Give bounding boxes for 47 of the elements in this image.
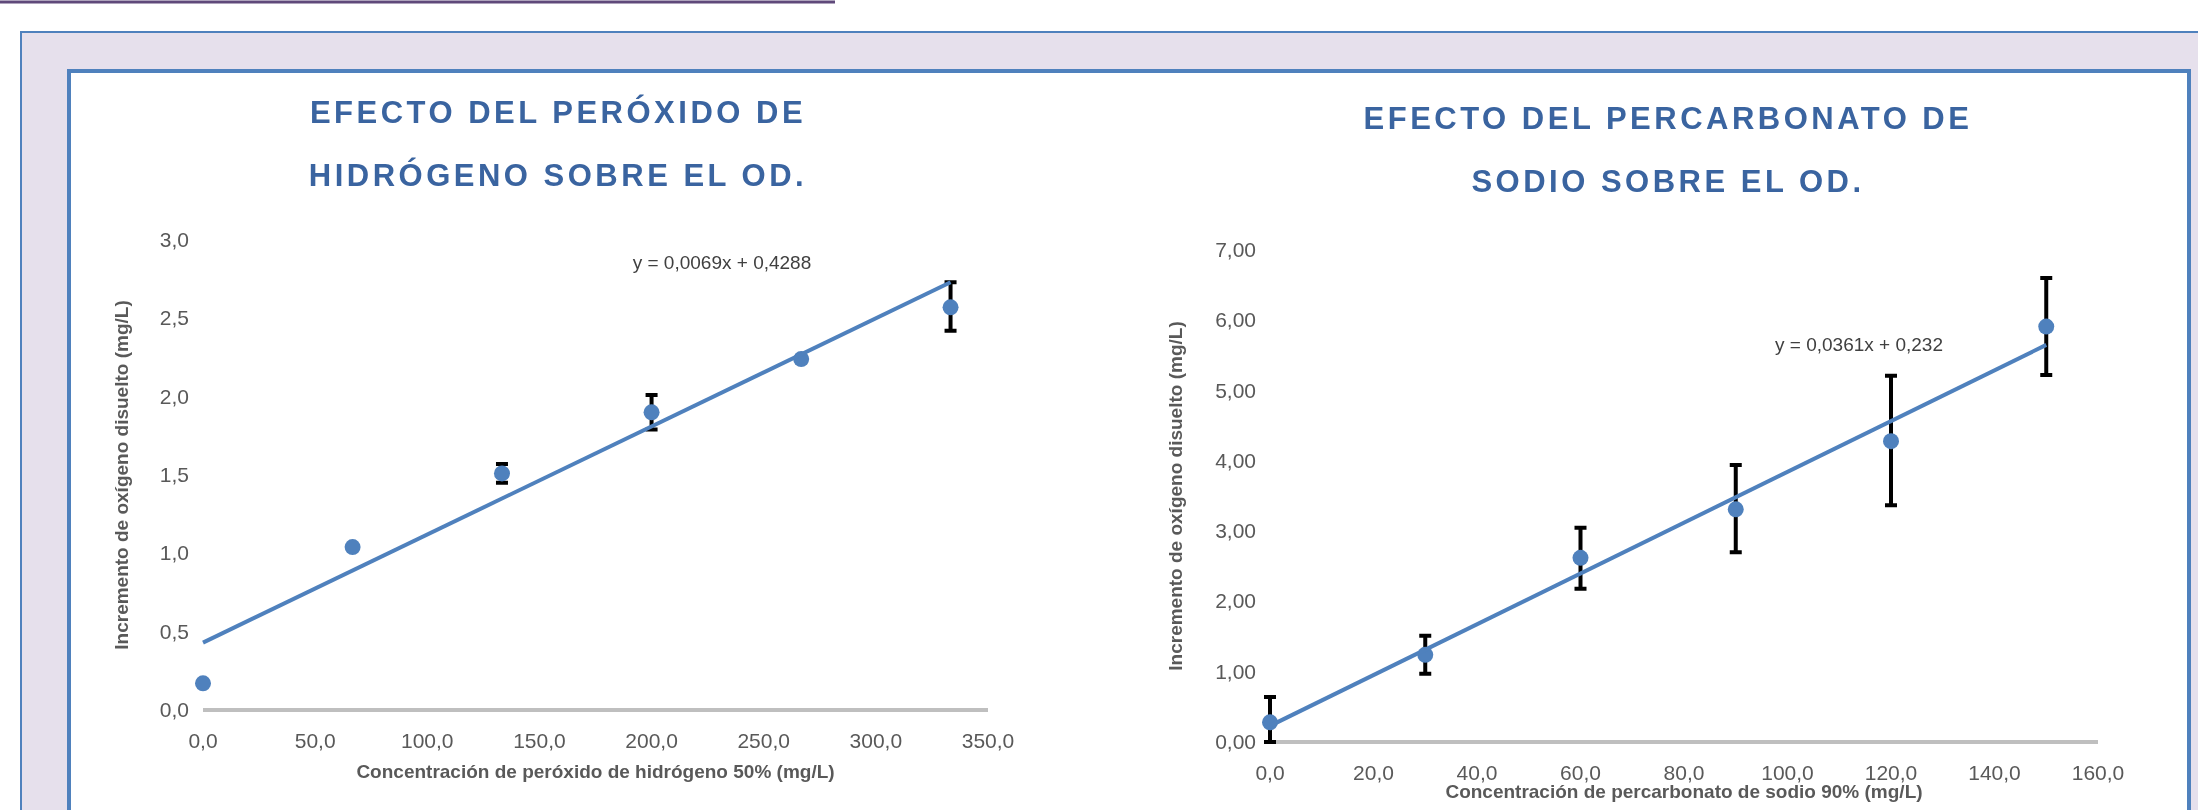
point <box>1883 433 1899 450</box>
y-tick-label: 1,5 <box>159 463 189 486</box>
y-tick-label: 5,00 <box>1215 378 1256 402</box>
y-axis-title: Incremento de oxígeno disuelto (mg/L) <box>111 300 132 650</box>
point <box>1572 549 1589 566</box>
annotation: y = 0,0069x + 0,4288 <box>632 252 812 273</box>
y-tick-label: 2,0 <box>159 384 189 408</box>
y-tick-label: 4,00 <box>1215 448 1256 472</box>
x-tick-label: 350,0 <box>961 729 1015 752</box>
chart-title: EFECTO DEL PERCARBONATO DE SODIO SOBRE EL OD. <box>1363 101 1973 199</box>
x-tick-label: 60,0 <box>1560 761 1601 784</box>
point <box>2038 318 2055 335</box>
x-tick-label: 150,0 <box>513 729 566 752</box>
x-axis-title: Concentración de peróxido de hidrógeno 50% (mg/L) <box>356 761 835 782</box>
y-tick-label: 2,00 <box>1215 589 1256 613</box>
y-tick-label: 1,00 <box>1215 659 1256 683</box>
y-tick-label: 0,0 <box>159 698 189 721</box>
x-tick-label: 100,0 <box>401 729 454 752</box>
point <box>1727 501 1744 518</box>
x-tick-label: 160,0 <box>2071 761 2125 784</box>
x-tick-label: 100,0 <box>1761 761 1814 784</box>
x-tick-label: 20,0 <box>1353 761 1394 784</box>
x-tick-label: 140,0 <box>1968 761 2021 784</box>
chart-title: EFECTO DEL PERÓXIDO DE HIDRÓGENO SOBRE EL OD. <box>308 94 808 193</box>
x-tick-label: 200,0 <box>625 729 678 752</box>
x-tick-label: 0,0 <box>1255 761 1285 784</box>
x-tick-label: 80,0 <box>1663 761 1705 784</box>
y-tick-label: 1,0 <box>159 541 189 565</box>
y-axis-title: Incremento de oxígeno disuelto (mg/L) <box>1165 321 1186 671</box>
x-tick-label: 0,0 <box>188 729 218 752</box>
point <box>195 675 211 692</box>
x-tick-label: 50,0 <box>294 729 336 752</box>
annotation: y = 0,0361x + 0,232 <box>1775 334 1943 355</box>
y-tick-label: 3,00 <box>1215 519 1256 543</box>
y-tick-label: 2,5 <box>159 306 189 330</box>
point <box>942 299 959 316</box>
y-tick-label: 3,0 <box>159 228 189 251</box>
x-tick-label: 300,0 <box>849 729 903 752</box>
point <box>344 539 361 556</box>
x-tick-label: 250,0 <box>737 729 790 752</box>
x-tick-label: 40,0 <box>1456 761 1498 784</box>
y-tick-label: 6,00 <box>1215 308 1256 332</box>
y-tick-label: 7,00 <box>1215 238 1256 261</box>
y-tick-label: 0,5 <box>159 619 189 643</box>
x-tick-label: 120,0 <box>1864 761 1918 784</box>
y-tick-label: 0,00 <box>1215 730 1256 753</box>
point <box>643 404 660 421</box>
